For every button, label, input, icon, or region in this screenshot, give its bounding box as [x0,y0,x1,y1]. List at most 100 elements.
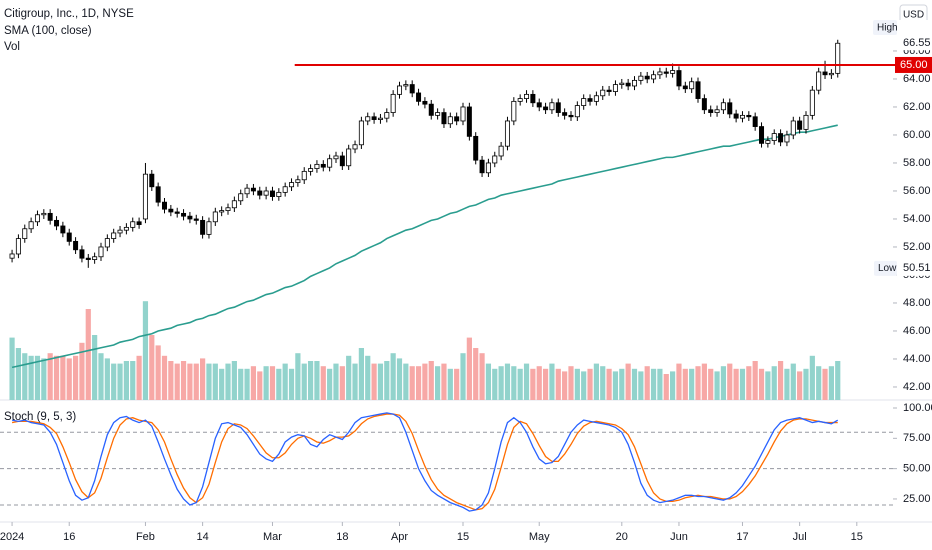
volume-bar [454,368,460,400]
volume-bar [244,368,250,400]
volume-bar [542,368,549,400]
candle-body [346,148,352,167]
candle-body [752,116,758,127]
candle-body [644,75,650,80]
candle-body [701,98,707,111]
candle-body [816,71,822,91]
volume-bar [422,363,428,400]
x-tick-label: Jul [793,531,807,543]
volume-bar [650,368,657,400]
volume-bar [625,363,631,400]
volume-bar [396,358,403,400]
x-tick-label: 16 [63,531,75,543]
volume-bar [371,363,377,400]
candle-body [676,70,682,87]
candle-body [657,71,663,76]
candle-body [530,93,536,104]
volume-bar [206,363,212,400]
volume-bar [485,363,492,400]
volume-bar [435,366,441,400]
volume-bar [130,361,136,400]
volume-bar [498,366,504,400]
volume-bar [155,345,161,400]
candle-body [390,93,396,113]
candle-body [504,120,510,147]
candle-body [231,200,237,209]
main-layer [9,39,932,512]
x-tick-label: 17 [736,531,748,543]
candle-body [358,120,364,146]
volume-bar [587,368,593,400]
candle-body [257,190,263,196]
volume-bar [92,335,98,400]
volume-bar [174,363,180,400]
chart-title: Citigroup, Inc., 1D, NYSE [4,8,134,20]
volume-bar [644,366,650,400]
volume-bar [727,363,733,400]
volume-bar [809,355,815,400]
volume-bar [111,363,117,400]
volume-bar [765,371,771,400]
x-tick-label: 20 [616,531,628,543]
volume-bar [657,368,663,400]
volume-bar [758,368,765,400]
candle-body [593,95,599,102]
volume-bar [695,366,701,400]
candle-body [778,133,784,143]
volume-bar [117,363,123,400]
candle-body [809,89,815,116]
x-tick-label: Apr [391,531,408,543]
candle-body [295,179,301,183]
volume-bar [295,353,301,400]
volume-bar [530,368,536,400]
candle-body [638,75,644,81]
candle-body [161,201,167,210]
volume-bar [441,363,447,400]
candle-body [492,155,498,164]
volume-bar [523,363,530,400]
candle-body [136,221,142,225]
candle-body [352,144,358,150]
x-tick-label: Mar [263,531,282,543]
candle-body [619,82,625,85]
volume-bar [790,363,796,400]
volume-bar [320,366,326,400]
volume-bar [358,348,364,400]
volume-bar [60,355,66,400]
volume-bar [307,361,314,400]
volume-bar [511,366,517,400]
candle-body [104,238,110,248]
candle-body [79,249,85,259]
high-tag-box [873,20,897,35]
volume-bar [219,368,225,400]
candle-body [41,212,47,216]
low-value: 50.51 [903,262,931,274]
volume-bar [517,368,523,400]
currency[interactable]: USD [903,10,924,21]
candle-body [142,173,148,220]
volume-bar [123,361,129,400]
front-layer: Citigroup, Inc., 1D, NYSE SMA (100, clos… [0,4,932,543]
candle-body [562,112,568,116]
level-label: 65.00 [900,59,928,71]
candle-body [28,221,34,230]
candle-body [15,238,21,255]
candle-body [695,81,701,99]
volume-bar [720,366,727,400]
volume-bar [187,363,193,400]
candle-body [828,72,834,76]
candle-body [333,155,339,160]
candle-body [803,114,809,130]
volume-bar [276,368,282,400]
y-tick-label: 62.00 [903,101,931,113]
y-tick-label: 48.00 [903,297,931,309]
candle-body [320,163,326,168]
x-tick-label: 18 [336,531,348,543]
candle-body [746,114,752,118]
volume-bar [168,361,174,400]
y-tick-label: 56.00 [903,185,931,197]
volume-bar [22,353,28,400]
candle-body [73,240,79,251]
volume-bar [231,361,237,400]
candle-body [625,82,631,87]
